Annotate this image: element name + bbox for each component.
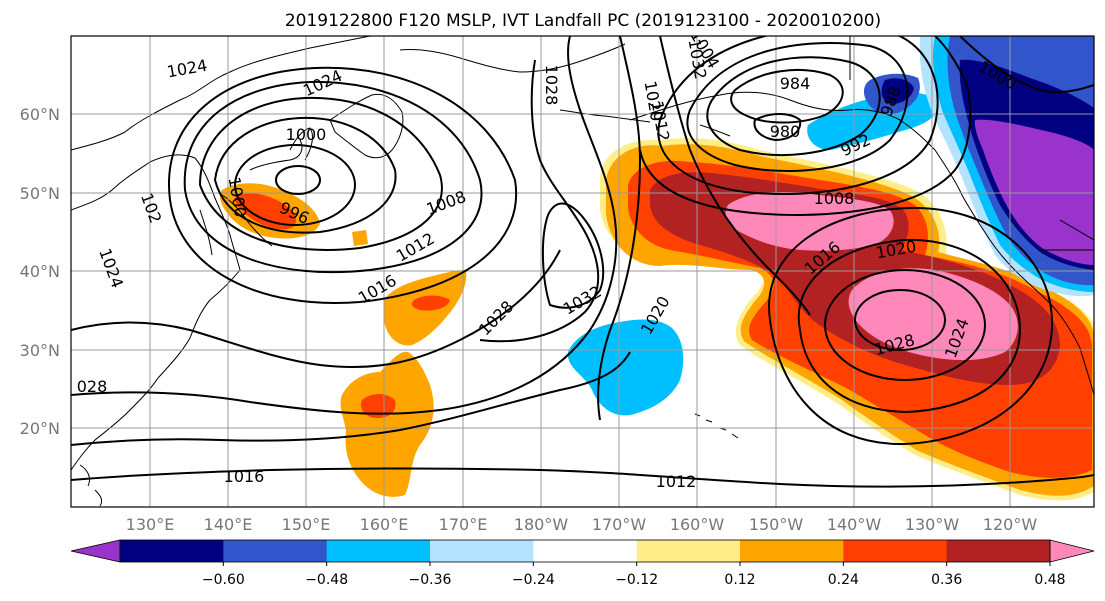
- contour-label: 1016: [224, 467, 265, 486]
- low-1012: [183, 80, 483, 274]
- colorbar-tick-label: −0.48: [305, 572, 348, 588]
- high-1032: [541, 202, 605, 309]
- low-1000: [657, 36, 939, 195]
- contour-label: 1008: [814, 189, 855, 208]
- low-1008-east: [639, 36, 972, 217]
- lon-label: 140°W: [827, 515, 882, 534]
- high-1028: [479, 59, 600, 343]
- colorbar-extend-high: [1049, 539, 1095, 563]
- contour-label: 028: [77, 377, 108, 396]
- bc-coast: [934, 149, 1081, 349]
- lon-label: 130°E: [126, 515, 175, 534]
- lon-label: 140°E: [204, 515, 253, 534]
- low-1016: [167, 66, 518, 304]
- ivt-negative-shading: [567, 36, 1094, 416]
- ivt-cyan-central: [567, 319, 684, 416]
- colorbar-tick-label: 0.36: [931, 572, 962, 588]
- ivt-red-japan: [234, 193, 297, 230]
- lat-label: 40°N: [20, 262, 60, 281]
- plot-title: 2019122800 F120 MSLP, IVT Landfall PC (2…: [285, 11, 881, 31]
- ph-islands: [79, 464, 103, 507]
- plot-area: 1024 1024 1028 1000 996 1000 1008 1012 1…: [71, 36, 1094, 507]
- lon-label: 150°W: [749, 515, 804, 534]
- low-984: [730, 69, 844, 124]
- contour-1028-east: [959, 36, 1094, 94]
- colorbar-cell: [120, 540, 224, 562]
- kamchatka: [329, 93, 404, 159]
- mexico-coast: [1079, 347, 1094, 396]
- lon-label: 150°E: [282, 515, 331, 534]
- ivt-orange-west-a: [340, 351, 434, 497]
- colorbar-cell: [946, 540, 1051, 562]
- colorbar-tick-label: −0.12: [615, 572, 658, 588]
- ne-asia: [399, 43, 626, 73]
- colorbar-tick-label: −0.60: [202, 572, 245, 588]
- colorbar-cell: [223, 540, 328, 562]
- lon-label: 160°E: [360, 515, 409, 534]
- low-1004: [213, 116, 397, 234]
- colorbar-cell: [326, 540, 431, 562]
- lat-label: 60°N: [20, 105, 60, 124]
- ivt-purple-ne: [974, 119, 1094, 265]
- contour-label: 1000: [286, 125, 327, 144]
- colorbar-cell: [636, 540, 741, 562]
- contour-label: 1028: [542, 65, 561, 106]
- lon-label: 170°E: [439, 515, 488, 534]
- ivt-pink-north: [725, 192, 894, 251]
- lon-labels: 130°E 140°E 150°E 160°E 170°E 180°W 170°…: [126, 515, 1038, 534]
- contour-label: 984: [780, 74, 811, 93]
- sakhalin: [289, 127, 313, 161]
- low-1000: [234, 144, 356, 226]
- high-1020-arc: [597, 36, 642, 421]
- lon-label: 170°W: [592, 515, 647, 534]
- low-1008: [198, 96, 443, 251]
- lon-label: 130°W: [905, 515, 960, 534]
- lat-label: 30°N: [20, 341, 60, 360]
- colorbar-tick-label: 0.12: [724, 572, 755, 588]
- lat-labels: 60°N 50°N 40°N 30°N 20°N: [20, 105, 60, 438]
- colorbar-frame: [119, 539, 1051, 563]
- colorbar-tick-label: −0.36: [409, 572, 452, 588]
- low-980: [753, 113, 802, 142]
- mslp-contours: [71, 36, 1094, 488]
- colorbar: −0.60 −0.48 −0.36 −0.24 −0.12 0.12 0.24 0.36 0.4…: [70, 539, 1095, 588]
- high-1016-east: [768, 206, 1054, 446]
- contour-1016-south: [71, 351, 631, 446]
- lon-label: 120°W: [983, 515, 1038, 534]
- high-1028-east: [854, 289, 946, 351]
- colorbar-tick-label: −0.24: [512, 572, 555, 588]
- lat-label: 20°N: [20, 419, 60, 438]
- high-1024-east: [824, 269, 986, 381]
- colorbar-cell: [843, 540, 948, 562]
- colorbar-cell: [740, 540, 844, 562]
- low-996: [275, 165, 321, 195]
- colorbar-cell: [533, 540, 638, 562]
- high-1024: [71, 36, 618, 415]
- contour-label: 1012: [656, 472, 697, 491]
- colorbar-cell: [430, 540, 534, 562]
- ivt-orange-speck: [352, 230, 368, 246]
- contour-1012-south: [71, 467, 1094, 488]
- ivt-red-west-b: [412, 295, 450, 311]
- high-1020-east: [797, 238, 1022, 414]
- colorbar-tick-label: 0.48: [1034, 572, 1065, 588]
- low-988: [706, 56, 881, 156]
- plot-frame: [70, 35, 1095, 508]
- lon-label: 180°W: [514, 515, 569, 534]
- contour-1016-east: [659, 36, 811, 316]
- lat-label: 50°N: [20, 184, 60, 203]
- lon-label: 160°W: [670, 515, 725, 534]
- low-992: [686, 42, 909, 172]
- high-1020-west: [71, 249, 561, 368]
- colorbar-tick-label: 0.24: [828, 572, 859, 588]
- ivt-red-west-a: [360, 394, 396, 418]
- colorbar-extend-low: [70, 539, 121, 563]
- contour-label: 980: [770, 122, 801, 141]
